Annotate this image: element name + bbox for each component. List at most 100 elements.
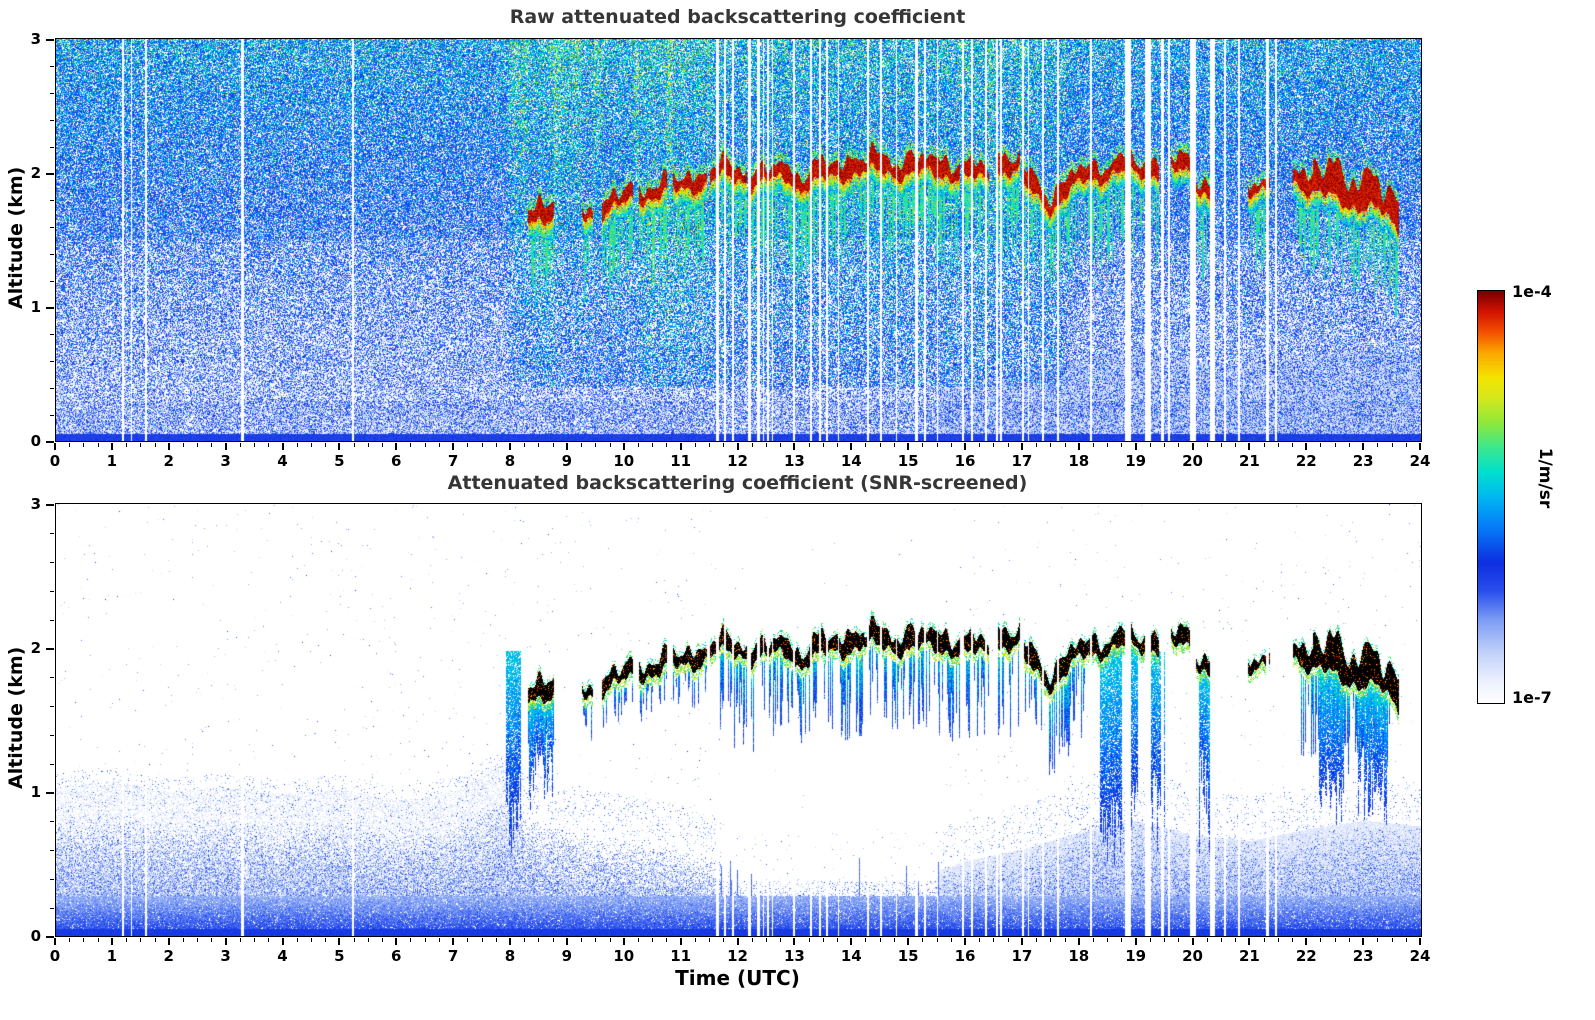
x-minor-tick-mark — [481, 938, 483, 942]
x-minor-tick-mark — [154, 443, 156, 447]
x-minor-tick-mark — [1149, 443, 1151, 447]
x-tick-label: 2 — [163, 452, 174, 470]
x-minor-tick-mark — [893, 938, 895, 942]
x-minor-tick-mark — [524, 443, 526, 447]
y-tick-mark — [46, 306, 54, 309]
x-minor-tick-mark — [979, 443, 981, 447]
raw-panel-title: Raw attenuated backscattering coefficien… — [509, 6, 966, 28]
x-tick-label: 1 — [106, 452, 118, 470]
x-minor-tick-mark — [1149, 938, 1151, 942]
x-tick-label: 5 — [334, 452, 345, 470]
x-tick-mark — [679, 443, 682, 450]
x-tick-mark — [167, 443, 170, 450]
x-minor-tick-mark — [993, 938, 995, 942]
x-tick-mark — [736, 443, 739, 450]
x-minor-tick-mark — [382, 938, 384, 942]
raw-backscatter-heatmap — [56, 39, 1421, 441]
x-minor-tick-mark — [822, 938, 824, 942]
x-minor-tick-mark — [239, 443, 241, 447]
x-minor-tick-mark — [367, 938, 369, 942]
x-tick-label: 8 — [504, 452, 516, 470]
y-tick-label: 1 — [30, 782, 41, 801]
x-minor-tick-mark — [1007, 938, 1009, 942]
x-minor-tick-mark — [1092, 443, 1094, 447]
x-minor-tick-mark — [1220, 443, 1222, 447]
y-minor-tick-mark — [50, 619, 54, 621]
x-tick-label: 0 — [49, 947, 61, 965]
x-tick-mark — [1248, 443, 1251, 450]
x-tick-label: 11 — [670, 452, 692, 470]
y-minor-tick-mark — [50, 907, 54, 909]
x-tick-mark — [452, 938, 455, 945]
colorbar-min-label: 1e-7 — [1512, 688, 1552, 707]
x-minor-tick-mark — [652, 443, 654, 447]
x-tick-mark — [110, 443, 113, 450]
x-tick-mark — [281, 938, 284, 945]
x-tick-mark — [1191, 938, 1194, 945]
x-tick-label: 11 — [670, 947, 692, 965]
x-tick-label: 6 — [391, 947, 402, 965]
x-tick-mark — [1077, 938, 1080, 945]
x-minor-tick-mark — [709, 443, 711, 447]
x-tick-mark — [1419, 938, 1421, 945]
x-minor-tick-mark — [254, 938, 256, 942]
x-tick-label: 19 — [1125, 452, 1147, 470]
x-tick-label: 20 — [1182, 452, 1203, 470]
y-minor-tick-mark — [50, 334, 54, 336]
y-tick-label: 3 — [30, 29, 41, 48]
y-minor-tick-mark — [50, 146, 54, 148]
x-minor-tick-mark — [552, 938, 554, 942]
x-minor-tick-mark — [239, 938, 241, 942]
x-tick-mark — [281, 443, 284, 450]
x-tick-mark — [679, 938, 682, 945]
x-tick-label: 1 — [106, 947, 118, 965]
y-minor-tick-mark — [50, 119, 54, 121]
x-minor-tick-mark — [325, 443, 327, 447]
x-minor-tick-mark — [438, 443, 440, 447]
x-tick-label: 16 — [954, 947, 976, 965]
x-tick-mark — [565, 938, 568, 945]
x-axis-label: Time (UTC) — [675, 966, 800, 990]
x-minor-tick-mark — [1164, 938, 1166, 942]
y-tick-mark — [46, 38, 54, 41]
x-minor-tick-mark — [1220, 938, 1222, 942]
x-tick-label: 15 — [897, 452, 919, 470]
screened-panel-y-axis-label: Altitude (km) — [5, 646, 27, 789]
x-minor-tick-mark — [1391, 443, 1393, 447]
x-minor-tick-mark — [524, 938, 526, 942]
y-minor-tick-mark — [50, 850, 54, 852]
x-minor-tick-mark — [822, 443, 824, 447]
x-minor-tick-mark — [581, 443, 583, 447]
x-minor-tick-mark — [950, 443, 952, 447]
x-minor-tick-mark — [296, 938, 298, 942]
x-minor-tick-mark — [1164, 443, 1166, 447]
x-tick-mark — [1362, 443, 1365, 450]
x-tick-label: 23 — [1352, 452, 1374, 470]
x-tick-mark — [793, 938, 796, 945]
y-minor-tick-mark — [50, 361, 54, 363]
x-tick-mark — [1419, 443, 1421, 450]
x-tick-label: 8 — [504, 947, 516, 965]
x-minor-tick-mark — [1377, 938, 1379, 942]
x-minor-tick-mark — [1320, 938, 1322, 942]
x-tick-label: 7 — [447, 452, 459, 470]
x-tick-label: 10 — [613, 452, 635, 470]
x-minor-tick-mark — [538, 443, 540, 447]
x-tick-mark — [54, 443, 56, 450]
x-minor-tick-mark — [325, 938, 327, 942]
y-minor-tick-mark — [50, 66, 54, 68]
x-minor-tick-mark — [424, 443, 426, 447]
y-tick-label: 3 — [30, 494, 41, 513]
x-tick-label: 14 — [840, 947, 862, 965]
x-tick-label: 9 — [561, 947, 573, 965]
y-tick-label: 1 — [30, 297, 41, 316]
y-minor-tick-mark — [50, 821, 54, 823]
x-minor-tick-mark — [1206, 938, 1208, 942]
y-minor-tick-mark — [50, 706, 54, 708]
x-minor-tick-mark — [1292, 443, 1294, 447]
x-tick-mark — [907, 443, 910, 450]
x-minor-tick-mark — [83, 443, 85, 447]
x-tick-mark — [110, 938, 113, 945]
colorbar-gradient — [1478, 291, 1504, 703]
colorbar-max-label: 1e-4 — [1512, 282, 1552, 301]
